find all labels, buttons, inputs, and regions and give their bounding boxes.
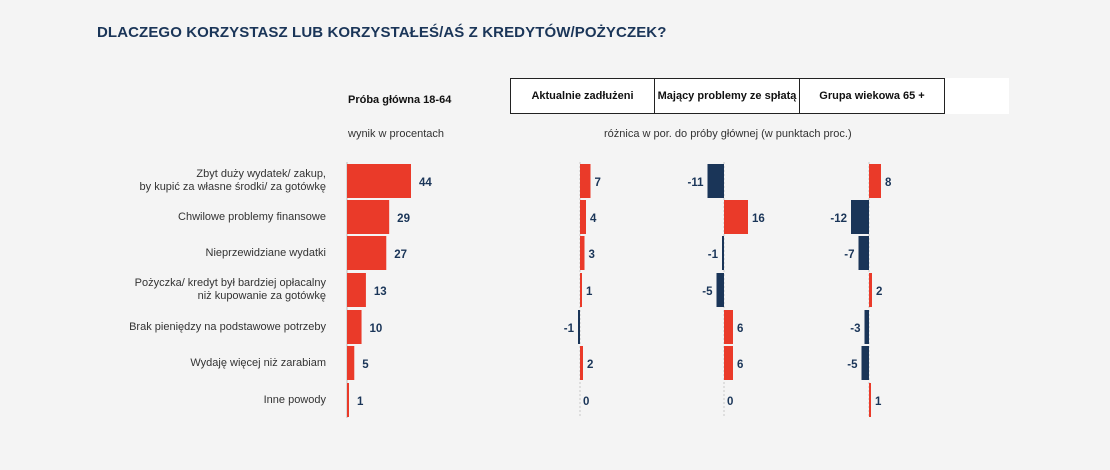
category-label-line: Pożyczka/ kredyt był bardziej opłacalny	[134, 277, 326, 289]
category-label-line: Nieprzewidziane wydatki	[205, 246, 326, 259]
difference-bar	[580, 200, 586, 234]
category-label: Zbyt duży wydatek/ zakup, by kupić za wła…	[86, 168, 326, 194]
difference-value-label: 4	[590, 213, 597, 225]
main-bar	[347, 164, 411, 198]
difference-value-label: 1	[586, 286, 593, 298]
main-bar	[347, 346, 355, 380]
main-value-label: 1	[357, 396, 364, 408]
category-label-line: Inne powody	[263, 393, 326, 406]
main-bar	[347, 383, 349, 417]
category-label-line: Wydaję więcej niż zarabiam	[190, 356, 326, 369]
main-bar	[347, 310, 362, 344]
category-label: Nieprzewidziane wydatki	[86, 247, 326, 260]
category-label-line: Zbyt duży wydatek/ zakup,	[196, 168, 326, 180]
category-label-line: Brak pieniędzy na podstawowe potrzeby	[129, 320, 326, 333]
group-header-currently-indebted: Aktualnie zadłużeni	[510, 78, 655, 114]
difference-bar	[580, 346, 583, 380]
category-label-line: by kupić za własne środki/ za gotówkę	[139, 181, 326, 193]
difference-value-label: -1	[708, 249, 719, 261]
difference-value-label: -12	[830, 213, 847, 225]
difference-value-label: 8	[885, 177, 892, 189]
group-header-repayment-problems: Mający problemy ze spłatą	[655, 78, 800, 114]
difference-bar	[580, 236, 585, 270]
difference-bar	[858, 236, 869, 270]
difference-value-label: 6	[737, 359, 743, 371]
difference-bar	[580, 273, 582, 307]
main-value-label: 29	[397, 213, 410, 225]
difference-value-label: 3	[589, 249, 595, 261]
main-value-label: 13	[374, 286, 387, 298]
difference-value-label: 2	[876, 286, 882, 298]
difference-value-label: 7	[595, 177, 601, 189]
difference-value-label: 6	[737, 323, 743, 335]
difference-value-label: -5	[702, 286, 713, 298]
difference-value-label: 0	[583, 396, 589, 408]
main-value-label: 27	[394, 249, 407, 261]
main-value-label: 10	[370, 323, 383, 335]
difference-bar	[724, 346, 733, 380]
difference-bar	[578, 310, 580, 344]
main-value-label: 44	[419, 177, 432, 189]
category-label: Brak pieniędzy na podstawowe potrzeby	[86, 321, 326, 334]
difference-value-label: -7	[844, 249, 854, 261]
difference-value-label: -5	[847, 359, 858, 371]
difference-bar	[851, 200, 869, 234]
category-label: Wydaję więcej niż zarabiam	[86, 357, 326, 370]
subtitle-difference: różnica w por. do próby głównej (w punkt…	[604, 128, 852, 140]
category-label-line: niż kupowanie za gotówkę	[197, 290, 326, 302]
difference-value-label: -1	[564, 323, 575, 335]
main-bar	[347, 200, 390, 234]
difference-bar	[869, 164, 881, 198]
difference-bar	[707, 164, 724, 198]
difference-bar	[580, 164, 591, 198]
difference-bar	[861, 346, 869, 380]
difference-bar	[724, 200, 748, 234]
header-band-extension	[945, 78, 1009, 114]
difference-value-label: -3	[850, 323, 860, 335]
chart-title: DLACZEGO KORZYSTASZ LUB KORZYSTAŁEŚ/AŚ Z…	[97, 24, 667, 41]
difference-value-label: 1	[875, 396, 882, 408]
difference-bar	[869, 273, 872, 307]
difference-value-label: 2	[587, 359, 593, 371]
difference-bar	[722, 236, 724, 270]
difference-bar	[716, 273, 724, 307]
category-label: Chwilowe problemy finansowe	[86, 211, 326, 224]
difference-bar	[864, 310, 869, 344]
difference-value-label: 16	[752, 213, 765, 225]
difference-bar	[869, 383, 871, 417]
difference-value-label: 0	[727, 396, 733, 408]
main-value-label: 5	[362, 359, 369, 371]
category-label: Inne powody	[86, 394, 326, 407]
group-header-age-65-plus: Grupa wiekowa 65 +	[800, 78, 945, 114]
main-sample-header: Próba główna 18-64	[348, 94, 452, 106]
difference-value-label: -11	[688, 177, 705, 189]
main-bar	[347, 236, 387, 270]
difference-bar	[724, 310, 733, 344]
category-label: Pożyczka/ kredyt był bardziej opłacalny n…	[86, 277, 326, 303]
main-bar	[347, 273, 366, 307]
subtitle-percent: wynik w procentach	[348, 128, 444, 140]
category-label-line: Chwilowe problemy finansowe	[178, 210, 326, 223]
